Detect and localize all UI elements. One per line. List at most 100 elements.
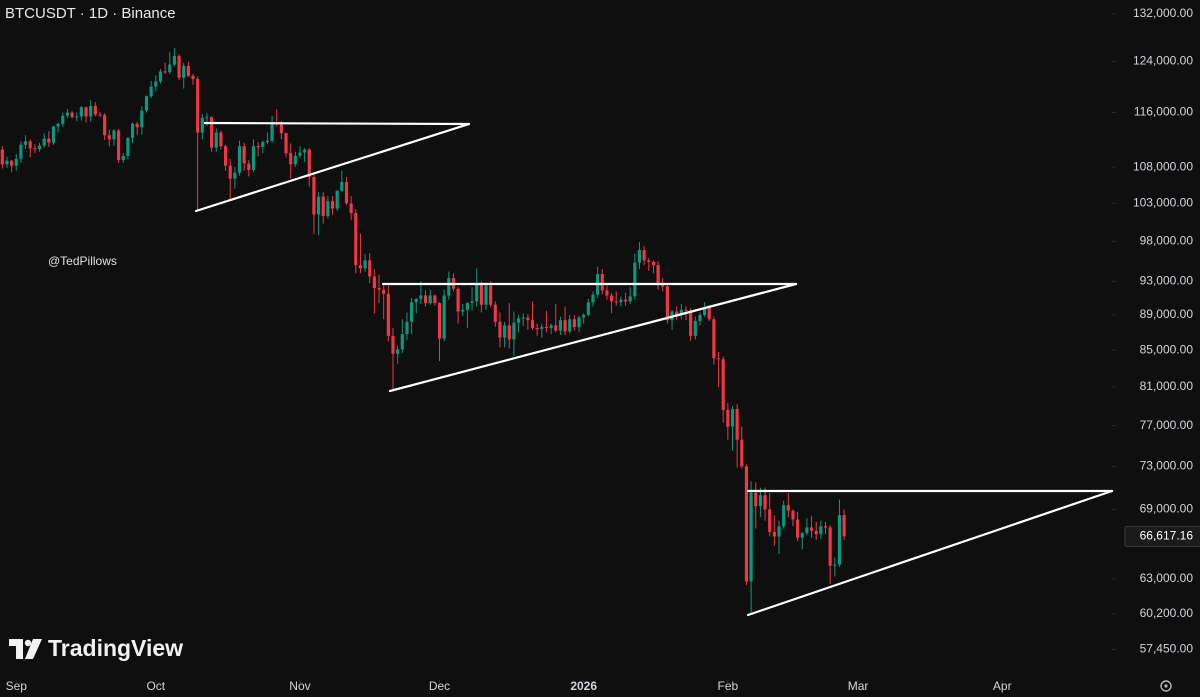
candle-body xyxy=(135,123,139,128)
candle-body xyxy=(107,135,111,140)
candle-body xyxy=(437,303,442,339)
candle-body xyxy=(177,56,181,78)
candle-body xyxy=(544,327,549,329)
candle-body xyxy=(703,307,707,315)
candle-body xyxy=(721,359,725,410)
candle-body xyxy=(256,146,260,148)
x-tick-label: Nov xyxy=(289,679,310,693)
candle-body xyxy=(628,296,632,302)
candle-body xyxy=(149,86,153,97)
candle-body xyxy=(684,309,688,311)
trendline xyxy=(194,122,471,213)
settings-icon-ring[interactable] xyxy=(1160,680,1172,692)
candle-body xyxy=(228,165,232,179)
watermark: @TedPillows xyxy=(48,254,117,268)
candle-body xyxy=(61,115,65,124)
candle-body xyxy=(568,319,572,332)
candle-body xyxy=(42,138,46,146)
candle-body xyxy=(465,303,469,310)
candle-body xyxy=(549,325,553,328)
candles xyxy=(0,48,846,616)
candle-body xyxy=(433,295,437,304)
candle-body xyxy=(423,295,428,304)
candle-body xyxy=(693,321,697,336)
candle-body xyxy=(33,148,37,150)
candle-body xyxy=(363,260,367,269)
candle-body xyxy=(126,137,130,156)
candle-body xyxy=(470,301,474,304)
candle-body xyxy=(75,116,79,118)
candle-body xyxy=(530,320,535,328)
candle-body xyxy=(489,285,493,305)
candle-body xyxy=(303,149,307,153)
y-tick-label: 77,000.00 xyxy=(1140,418,1194,432)
candle-body xyxy=(400,334,404,350)
candle-body xyxy=(447,278,451,296)
candle-body xyxy=(619,299,623,303)
settings-icon[interactable] xyxy=(1160,680,1172,692)
candle-body xyxy=(521,317,525,319)
candle-body xyxy=(749,493,753,582)
candle-body xyxy=(791,510,795,520)
candle-body xyxy=(205,117,209,119)
candle-body xyxy=(14,158,18,166)
candle-body xyxy=(396,349,400,354)
candle-body xyxy=(679,309,683,315)
candle-body xyxy=(163,71,167,73)
candle-body xyxy=(172,56,176,65)
y-tick-label: 81,000.00 xyxy=(1140,379,1194,393)
candle-body xyxy=(637,249,642,263)
candle-body xyxy=(51,126,56,143)
candle-body xyxy=(837,515,842,565)
candle-body xyxy=(614,301,618,303)
y-tick-label: 89,000.00 xyxy=(1140,307,1194,321)
candle-body xyxy=(186,65,190,76)
candle-body xyxy=(358,265,363,269)
candle-body xyxy=(200,117,204,133)
candle-body xyxy=(563,320,567,332)
candle-body xyxy=(344,182,349,204)
candle-body xyxy=(354,213,358,266)
candle-body xyxy=(414,298,418,303)
candle-body xyxy=(842,515,846,537)
settings-icon-dot[interactable] xyxy=(1164,684,1168,688)
candle-body xyxy=(572,319,576,328)
chart-title: BTCUSDT · 1D · Binance xyxy=(5,5,176,22)
candle-body xyxy=(819,526,823,535)
candle-body xyxy=(196,78,200,133)
candle-body xyxy=(582,314,586,318)
y-tick-label: 132,000.00 xyxy=(1133,6,1193,20)
candle-body xyxy=(805,527,809,534)
candle-body xyxy=(828,527,832,566)
candle-body xyxy=(284,133,288,154)
candle-body xyxy=(777,526,781,537)
x-tick-label: Feb xyxy=(718,679,739,693)
candle-body xyxy=(605,290,609,296)
candle-body xyxy=(386,293,390,336)
y-tick-label: 57,450.00 xyxy=(1140,642,1194,656)
candle-body xyxy=(93,105,97,115)
candle-body xyxy=(112,130,116,140)
candle-body xyxy=(754,493,758,507)
candle-body xyxy=(326,201,330,217)
candle-body xyxy=(214,132,218,148)
candle-body xyxy=(89,105,93,117)
candle-body xyxy=(293,155,297,165)
candle-body xyxy=(312,177,316,215)
candle-body xyxy=(410,302,414,322)
candle-body xyxy=(689,310,693,336)
candle-body xyxy=(796,519,800,538)
candle-body xyxy=(558,320,562,331)
candle-body xyxy=(349,203,353,214)
last-price-box xyxy=(1124,525,1200,547)
candle-body xyxy=(154,81,158,87)
candle-body xyxy=(479,283,483,305)
candle-body xyxy=(70,112,74,118)
y-tick-label: 103,000.00 xyxy=(1133,196,1193,210)
candle-body xyxy=(503,325,507,338)
candle-body xyxy=(316,196,321,215)
candle-body xyxy=(158,71,163,82)
candle-body xyxy=(223,146,228,166)
